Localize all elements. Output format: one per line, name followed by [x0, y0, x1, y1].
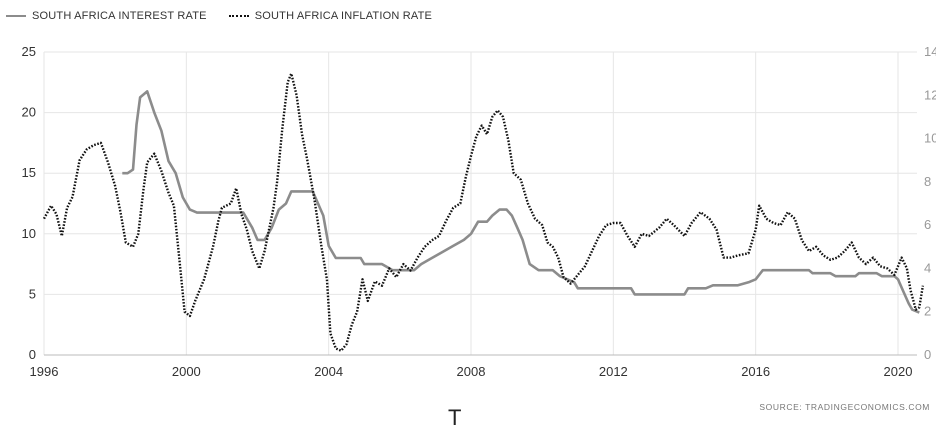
legend-label-interest-rate: SOUTH AFRICA INTEREST RATE — [32, 10, 207, 22]
y-right-tick-label: 8 — [924, 174, 931, 189]
source-credit: SOURCE: TRADINGECONOMICS.COM — [759, 402, 930, 412]
y-right-tick-label: 4 — [924, 260, 931, 275]
x-tick-label: 2004 — [314, 364, 343, 379]
y-left-tick-label: 10 — [22, 226, 36, 241]
x-tick-label: 2020 — [884, 364, 913, 379]
legend-swatch-dotted — [228, 15, 249, 17]
legend-item-interest-rate[interactable]: SOUTH AFRICA INTEREST RATE — [6, 10, 207, 22]
y-right-tick-label: 2 — [924, 304, 931, 319]
x-tick-label: 2012 — [599, 364, 628, 379]
y-right-tick-label: 12 — [924, 87, 936, 102]
y-right-tick-label: 6 — [924, 217, 931, 232]
stray-letter: T — [448, 405, 462, 430]
legend-item-inflation-rate[interactable]: SOUTH AFRICA INFLATION RATE — [228, 10, 433, 22]
y-left-tick-label: 20 — [22, 105, 36, 120]
x-tick-label: 2008 — [457, 364, 486, 379]
x-tick-label: 2000 — [172, 364, 201, 379]
y-left-tick-label: 25 — [22, 44, 36, 59]
y-right-tick-label: 0 — [924, 347, 931, 362]
y-left-tick-label: 15 — [22, 165, 36, 180]
x-tick-label: 1996 — [30, 364, 59, 379]
legend-swatch-solid — [6, 15, 26, 17]
y-right-tick-label: 14 — [924, 44, 936, 59]
series-line-interest-rate — [122, 90, 920, 314]
x-tick-label: 2016 — [741, 364, 770, 379]
y-right-tick-label: 10 — [924, 131, 936, 146]
y-left-tick-label: 0 — [29, 347, 36, 362]
legend-label-inflation-rate: SOUTH AFRICA INFLATION RATE — [254, 10, 433, 22]
chart-legend: SOUTH AFRICA INTEREST RATE SOUTH AFRICA … — [6, 7, 454, 25]
series-line-inflation-rate — [42, 72, 925, 352]
y-left-tick-label: 5 — [29, 286, 36, 301]
